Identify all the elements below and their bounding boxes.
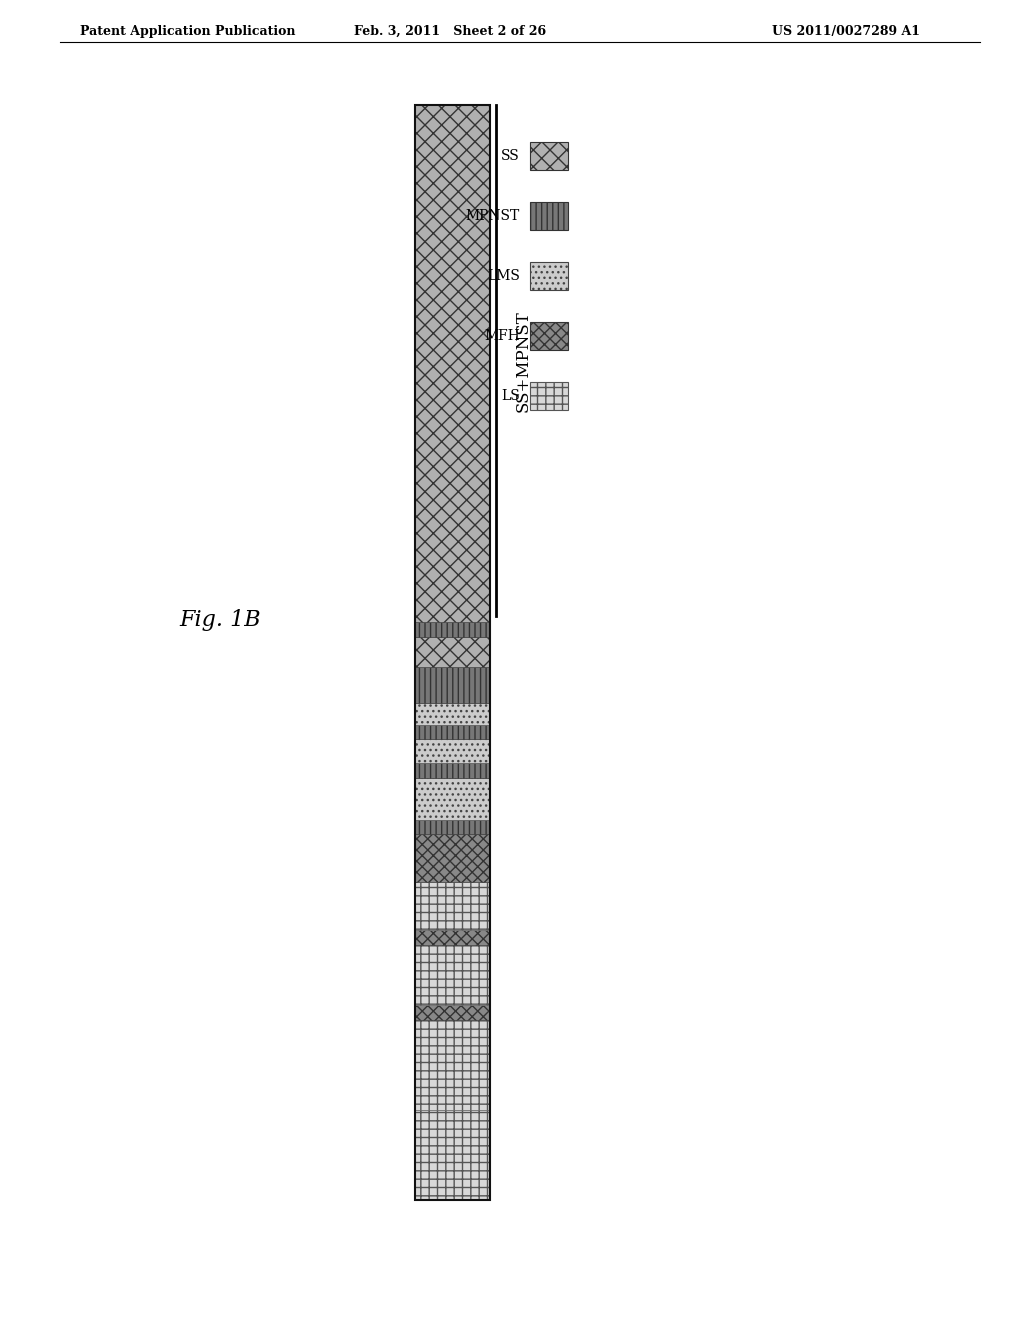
Bar [415, 1005, 490, 1019]
Bar [415, 636, 490, 667]
Bar [415, 106, 490, 623]
Text: Patent Application Publication: Patent Application Publication [80, 25, 296, 38]
Bar [530, 202, 568, 230]
Bar [530, 261, 568, 290]
Bar [415, 704, 490, 725]
Text: Fig. 1B: Fig. 1B [179, 609, 261, 631]
Bar [415, 725, 490, 739]
Text: LS: LS [502, 389, 520, 403]
Text: SS+MPNST: SS+MPNST [515, 310, 532, 412]
Bar [415, 820, 490, 834]
Text: MFH: MFH [484, 329, 520, 343]
Bar [415, 763, 490, 777]
Bar [415, 1019, 490, 1110]
Text: Feb. 3, 2011   Sheet 2 of 26: Feb. 3, 2011 Sheet 2 of 26 [354, 25, 546, 38]
Bar [415, 945, 490, 1005]
Bar [415, 106, 490, 1200]
Bar [415, 623, 490, 636]
Bar [530, 322, 568, 350]
Bar [415, 777, 490, 820]
Bar [415, 931, 490, 945]
Bar [415, 1110, 490, 1200]
Bar [530, 143, 568, 170]
Bar [415, 882, 490, 931]
Bar [415, 739, 490, 763]
Bar [415, 834, 490, 882]
Text: MPNST: MPNST [466, 209, 520, 223]
Bar [415, 667, 490, 704]
Bar [530, 381, 568, 411]
Text: SS: SS [502, 149, 520, 162]
Text: LMS: LMS [487, 269, 520, 282]
Text: US 2011/0027289 A1: US 2011/0027289 A1 [772, 25, 920, 38]
